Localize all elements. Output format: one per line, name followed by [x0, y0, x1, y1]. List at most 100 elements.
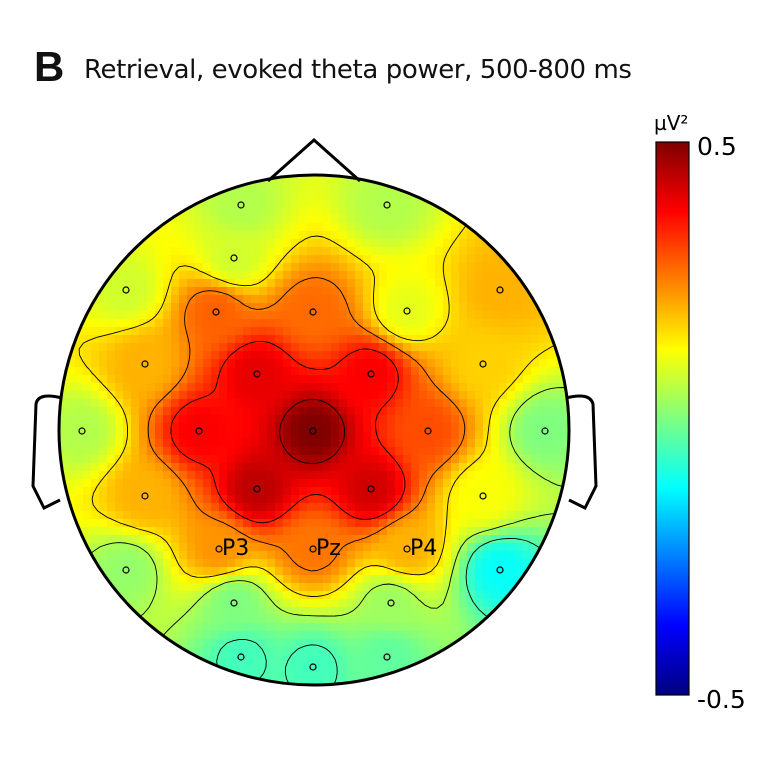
heatmap-cell [371, 231, 380, 240]
heatmap-cell [307, 463, 316, 472]
heatmap-cell [219, 295, 228, 304]
heatmap-cell [419, 263, 428, 272]
heatmap-cell [459, 543, 468, 552]
heatmap-cell [123, 311, 132, 320]
heatmap-cell [227, 439, 236, 448]
heatmap-cell [299, 471, 308, 480]
electrode-marker [479, 492, 487, 500]
electrode-label: Pz [316, 536, 341, 561]
heatmap-cell [435, 615, 444, 624]
heatmap-cell [363, 207, 372, 216]
heatmap-cell [259, 431, 268, 440]
heatmap-cell [275, 271, 284, 280]
heatmap-cell [371, 279, 380, 288]
heatmap-cell [339, 247, 348, 256]
heatmap-cell [379, 327, 388, 336]
heatmap-cell [347, 471, 356, 480]
heatmap-cell [283, 671, 292, 680]
heatmap-cell [211, 495, 220, 504]
heatmap-cell [267, 367, 276, 376]
heatmap-cell [219, 439, 228, 448]
heatmap-cell [283, 439, 292, 448]
heatmap-cell [107, 407, 116, 416]
heatmap-cell [187, 375, 196, 384]
heatmap-cell [275, 527, 284, 536]
heatmap-cell [203, 295, 212, 304]
heatmap-cell [387, 231, 396, 240]
heatmap-cell [523, 407, 532, 416]
heatmap-cell [219, 279, 228, 288]
heatmap-cell [107, 519, 116, 528]
heatmap-cell [299, 511, 308, 520]
heatmap-cell [515, 407, 524, 416]
heatmap-cell [539, 447, 548, 456]
heatmap-cell [347, 319, 356, 328]
heatmap-cell [299, 199, 308, 208]
heatmap-cell [211, 375, 220, 384]
heatmap-cell [499, 551, 508, 560]
heatmap-cell [491, 599, 500, 608]
heatmap-cell [387, 311, 396, 320]
heatmap-cell [211, 271, 220, 280]
electrode-label: P3 [222, 536, 249, 561]
heatmap-cell [435, 255, 444, 264]
heatmap-cell [475, 295, 484, 304]
heatmap-cell [227, 263, 236, 272]
heatmap-cell [307, 199, 316, 208]
heatmap-cell [179, 591, 188, 600]
heatmap-cell [531, 455, 540, 464]
heatmap-cell [355, 303, 364, 312]
heatmap-cell [491, 279, 500, 288]
heatmap-cell [219, 559, 228, 568]
heatmap-cell [395, 599, 404, 608]
heatmap-cell [515, 359, 524, 368]
heatmap-cell [267, 311, 276, 320]
heatmap-cell [315, 463, 324, 472]
heatmap-cell [451, 623, 460, 632]
heatmap-cell [227, 495, 236, 504]
heatmap-cell [427, 647, 436, 656]
heatmap-cell [267, 231, 276, 240]
heatmap-cell [243, 591, 252, 600]
heatmap-cell [179, 415, 188, 424]
heatmap-cell [203, 311, 212, 320]
heatmap-cell [171, 279, 180, 288]
heatmap-cell [131, 423, 140, 432]
heatmap-cell [123, 527, 132, 536]
heatmap-cell [259, 255, 268, 264]
heatmap-cell [227, 311, 236, 320]
heatmap-cell [323, 431, 332, 440]
heatmap-cell [299, 623, 308, 632]
heatmap-cell [355, 511, 364, 520]
heatmap-cell [75, 447, 84, 456]
heatmap-cell [363, 183, 372, 192]
heatmap-cell [315, 599, 324, 608]
heatmap-cell [307, 239, 316, 248]
heatmap-cell [387, 431, 396, 440]
heatmap-cell [459, 575, 468, 584]
heatmap-cell [363, 639, 372, 648]
heatmap-cell [139, 551, 148, 560]
heatmap-cell [155, 543, 164, 552]
heatmap-cell [347, 519, 356, 528]
heatmap-cell [211, 335, 220, 344]
heatmap-cell [459, 455, 468, 464]
heatmap-cell [243, 383, 252, 392]
heatmap-cell [379, 199, 388, 208]
heatmap-cell [107, 567, 116, 576]
heatmap-cell [563, 487, 569, 496]
heatmap-cell [451, 647, 460, 656]
heatmap-cell [427, 407, 436, 416]
heatmap-cell [251, 623, 260, 632]
heatmap-cell [187, 295, 196, 304]
heatmap-cell [507, 551, 516, 560]
heatmap-cell [339, 503, 348, 512]
heatmap-cell [395, 639, 404, 648]
heatmap-cell [507, 543, 516, 552]
heatmap-cell [347, 415, 356, 424]
heatmap-cell [315, 655, 324, 664]
heatmap-cell [443, 631, 452, 640]
heatmap-cell [131, 271, 140, 280]
heatmap-cell [363, 255, 372, 264]
heatmap-cell [467, 263, 476, 272]
